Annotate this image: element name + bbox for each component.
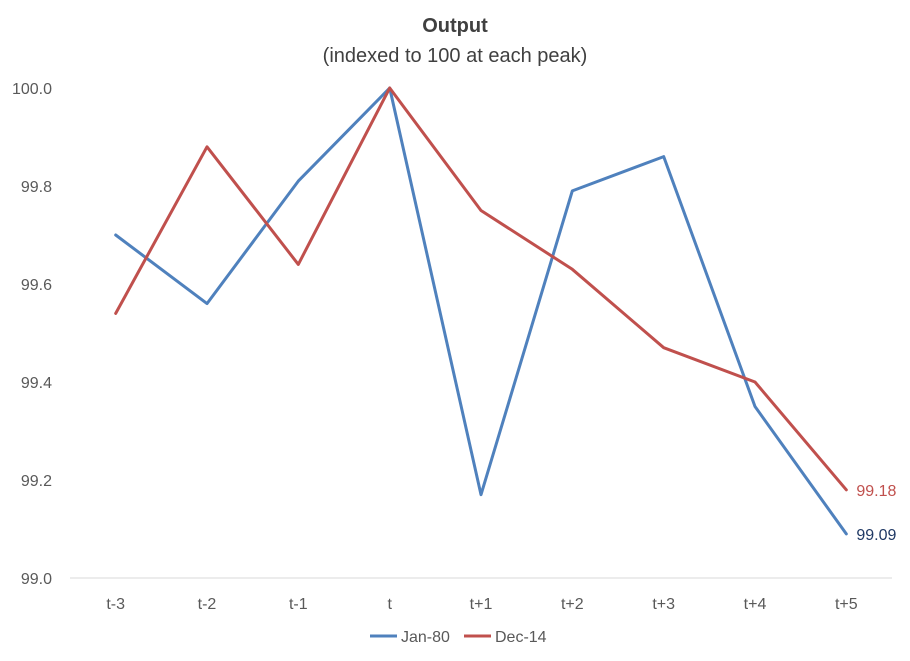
end-label-jan-80: 99.09 (856, 527, 896, 544)
series-line-dec-14 (114, 86, 848, 492)
x-axis-ticks: t-3 t-2 t-1 t t+1 t+2 t+3 t+4 t+5 (106, 596, 857, 613)
end-label-dec-14: 99.18 (856, 483, 896, 500)
y-tick-label: 99.8 (21, 179, 52, 196)
x-tick-label: t+4 (744, 596, 767, 613)
series-lines (114, 86, 848, 536)
x-tick-label: t+5 (835, 596, 858, 613)
y-tick-label: 99.0 (21, 571, 52, 588)
x-tick-label: t+2 (561, 596, 584, 613)
x-tick-label: t (387, 596, 392, 613)
y-tick-label: 99.2 (21, 473, 52, 490)
x-tick-label: t-3 (106, 596, 125, 613)
y-tick-label: 100.0 (12, 81, 52, 98)
x-tick-label: t-2 (198, 596, 217, 613)
end-labels: 99.09 99.18 (856, 483, 896, 544)
x-tick-label: t-1 (289, 596, 308, 613)
legend-label: Dec-14 (495, 629, 547, 646)
chart-title: Output (422, 15, 488, 37)
y-tick-label: 99.4 (21, 375, 52, 392)
chart-subtitle: (indexed to 100 at each peak) (323, 45, 588, 67)
y-axis-ticks: 99.0 99.2 99.4 99.6 99.8 100.0 (12, 81, 52, 588)
legend-label: Jan-80 (401, 629, 450, 646)
y-tick-label: 99.6 (21, 277, 52, 294)
series-line-jan-80 (114, 86, 848, 536)
x-tick-label: t+3 (652, 596, 675, 613)
legend: Jan-80 Dec-14 (370, 629, 547, 646)
x-tick-label: t+1 (470, 596, 493, 613)
